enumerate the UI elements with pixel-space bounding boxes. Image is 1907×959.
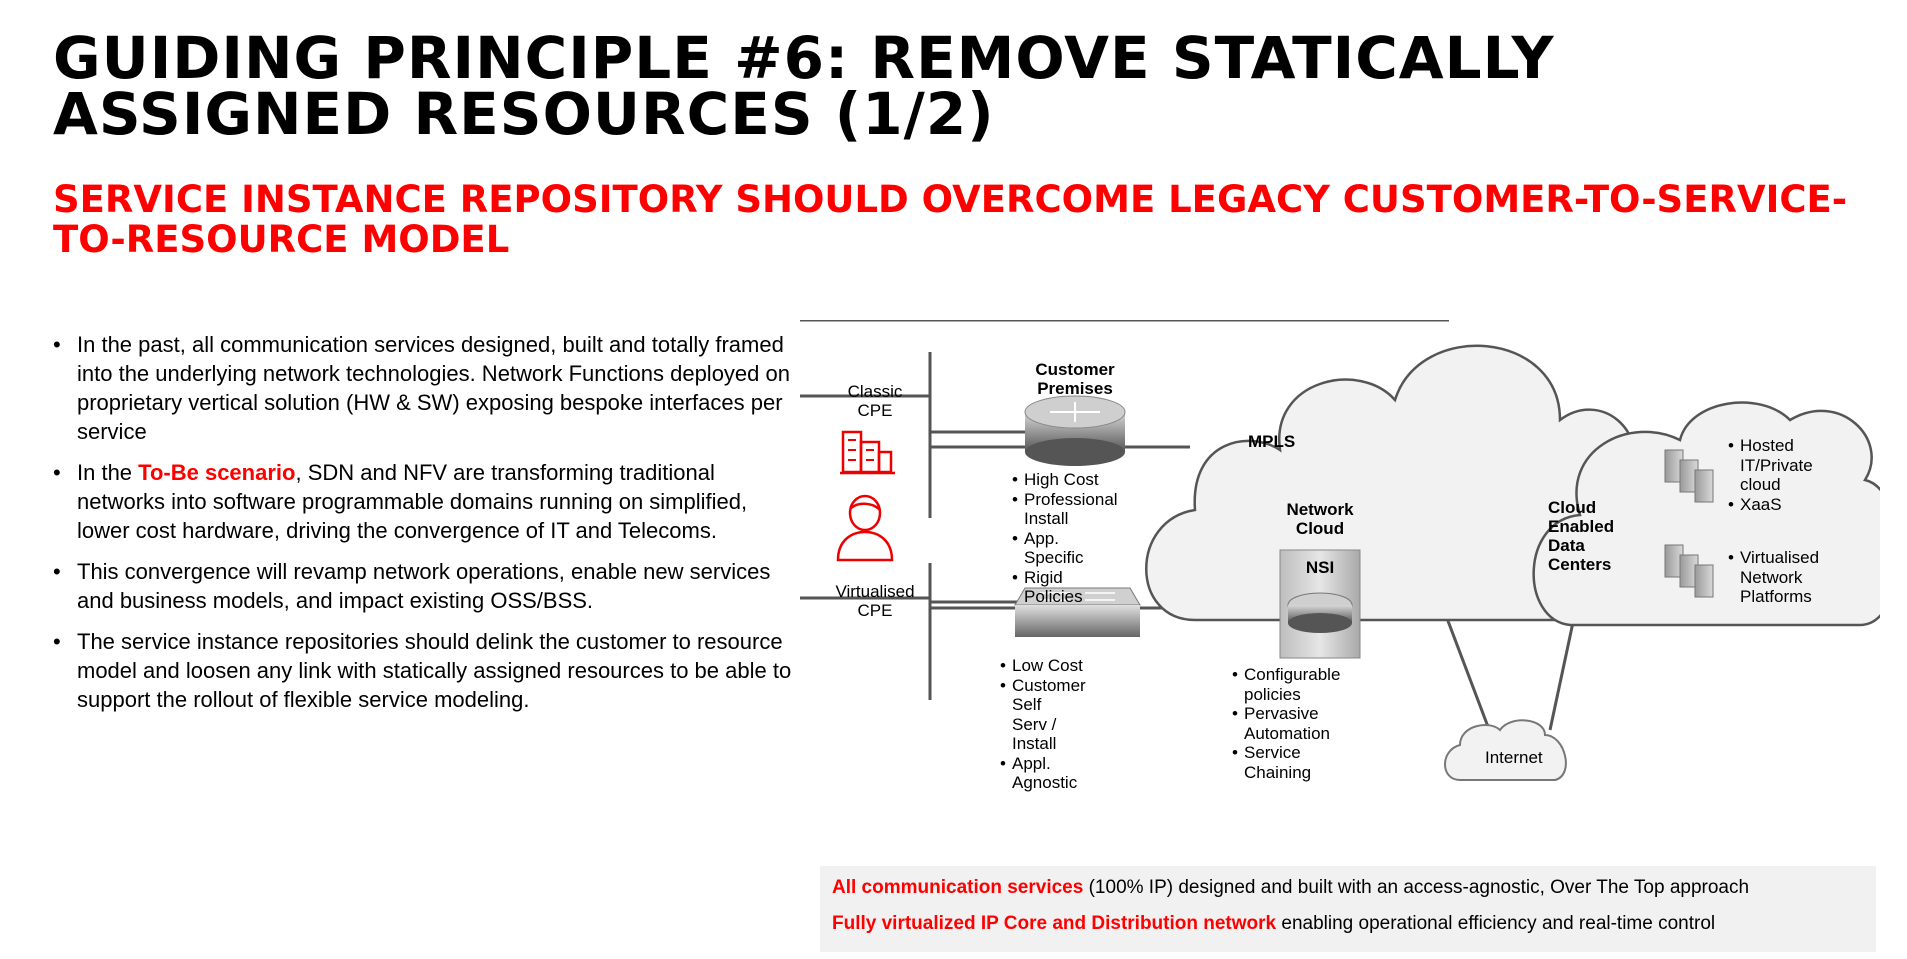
bullet-text: The service instance repositories should… [77, 629, 792, 712]
list-item: Service Chaining [1232, 743, 1340, 782]
virtualised-cpe-label: Virtualised CPE [820, 582, 930, 620]
data-center-list-top: Hosted IT/Private cloud XaaS [1728, 436, 1813, 514]
list-item: Appl. Agnostic [1000, 754, 1086, 793]
list-item: cloud [1728, 475, 1813, 495]
list-item: Customer Self [1000, 676, 1086, 715]
customer-premises-label-line: Premises [1037, 379, 1113, 398]
list-item-continuation: Serv / Install [1012, 714, 1057, 754]
summary-line-2-text: enabling operational efficiency and real… [1276, 913, 1716, 934]
virtualised-cpe-list: Low Cost Customer Self Serv / Install Ap… [1000, 656, 1086, 793]
list-item: XaaS [1728, 495, 1813, 515]
to-be-scenario-highlight: To-Be scenario [138, 460, 296, 485]
bullet-text: In the past, all communication services … [77, 332, 790, 444]
network-cloud-label-line: Network [1286, 500, 1354, 519]
building-icon [840, 430, 895, 475]
list-item-continuation: cloud [1740, 475, 1781, 494]
nsi-list: Configurable policies Pervasive Automati… [1232, 665, 1340, 782]
bullet-text-pre: In the [77, 460, 139, 485]
classic-cpe-label: Classic CPE [840, 382, 910, 420]
list-item: Hosted [1728, 436, 1813, 456]
data-center-cloud [1532, 401, 1880, 627]
bullet-list: In the past, all communication services … [53, 330, 793, 726]
mpls-label: MPLS [1248, 432, 1296, 451]
diagram-graphics [800, 320, 1880, 781]
router-icon [1024, 395, 1126, 466]
summary-line-1-highlight: All communication services [832, 877, 1084, 898]
list-item-continuation: Network [1740, 567, 1803, 587]
summary-box: All communication services (100% IP) des… [820, 866, 1876, 952]
list-item: Configurable policies [1232, 665, 1340, 704]
bullet-text-post: , SDN and NFV are transforming tradition… [77, 460, 748, 543]
list-item: High Cost [1012, 470, 1118, 490]
server-icon [1664, 544, 1714, 598]
list-item: Rigid Policies [1012, 568, 1118, 607]
page-subtitle: SERVICE INSTANCE REPOSITORY SHOULD OVERC… [53, 178, 1848, 261]
virtualised-cpe-label-line: CPE [857, 601, 893, 620]
network-cloud-label: Network Cloud [1270, 500, 1370, 538]
network-cloud-label-line: Cloud [1295, 519, 1345, 538]
list-item: Virtualised [1728, 548, 1819, 568]
page-title: GUIDING PRINCIPLE #6: REMOVE STATICALLY … [53, 24, 1555, 148]
list-item-continuation: Platforms [1740, 587, 1812, 606]
internet-label: Internet [1485, 748, 1543, 767]
nsi-label: NSI [1305, 558, 1335, 577]
list-item: Low Cost [1000, 656, 1086, 676]
data-center-label-line: Data Centers [1548, 536, 1612, 574]
list-item-continuation: Install [1024, 509, 1069, 528]
data-center-label-line: Cloud Enabled [1548, 498, 1615, 536]
nsi-box [1279, 549, 1361, 659]
bullet-text: This convergence will revamp network ope… [77, 559, 771, 613]
data-center-label: Cloud Enabled Data Centers [1548, 498, 1614, 574]
summary-line-2: Fully virtualized IP Core and Distributi… [832, 913, 1715, 935]
virtualised-cpe-label-line: Virtualised [835, 582, 915, 601]
bullet-item: In the To-Be scenario, SDN and NFV are t… [53, 458, 793, 545]
data-center-list-bottom: Virtualised Network Platforms [1728, 548, 1819, 607]
list-item: Serv / Install [1000, 715, 1086, 754]
customer-premises-label-line: Customer [1035, 360, 1115, 379]
summary-line-1-text: (100% IP) designed and built with an acc… [1083, 877, 1750, 898]
classic-cpe-label-line: CPE [857, 401, 893, 420]
bullet-item: This convergence will revamp network ope… [53, 557, 793, 615]
list-item: Network [1728, 568, 1819, 588]
internet-cloud [1444, 719, 1567, 781]
classic-cpe-label-line: Classic [847, 382, 903, 401]
list-item: Professional [1012, 490, 1118, 510]
summary-line-1: All communication services (100% IP) des… [832, 877, 1749, 899]
list-item: IT/Private [1728, 456, 1813, 476]
classic-cpe-list: High Cost Professional Install App. Spec… [1012, 470, 1118, 607]
list-item: Pervasive Automation [1232, 704, 1340, 743]
list-item-continuation: IT/Private [1740, 455, 1813, 475]
list-item: Install [1012, 509, 1118, 529]
list-item: Platforms [1728, 587, 1819, 607]
bullet-item: In the past, all communication services … [53, 330, 793, 446]
summary-line-2-highlight: Fully virtualized IP Core and Distributi… [832, 913, 1277, 934]
list-item: App. Specific [1012, 529, 1118, 568]
customer-premises-label: Customer Premises [1015, 360, 1135, 398]
person-icon [836, 494, 894, 562]
bullet-item: The service instance repositories should… [53, 627, 793, 714]
server-icon [1664, 449, 1714, 503]
